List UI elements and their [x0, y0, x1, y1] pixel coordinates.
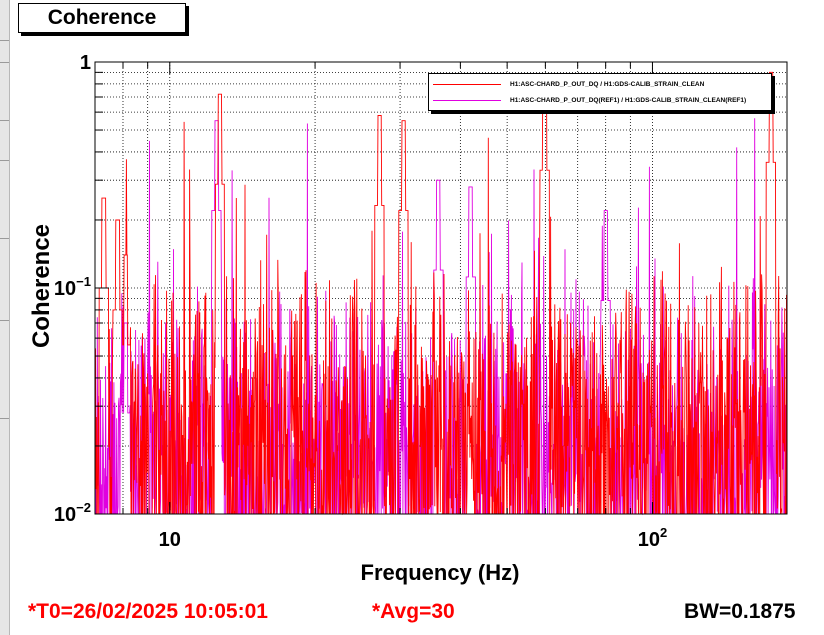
- strip-divider: [0, 418, 9, 419]
- strip-divider: [0, 40, 9, 41]
- y-tick-label: 1: [80, 52, 91, 74]
- plot-title-text: Coherence: [47, 6, 157, 29]
- x-axis-label: Frequency (Hz): [360, 560, 520, 585]
- legend: H1:ASC-CHARD_P_OUT_DQ / H1:GDS-CALIB_STR…: [428, 73, 772, 111]
- left-panel-strip: [0, 0, 10, 635]
- legend-entry-current: H1:ASC-CHARD_P_OUT_DQ / H1:GDS-CALIB_STR…: [433, 78, 704, 90]
- legend-label-current: H1:ASC-CHARD_P_OUT_DQ / H1:GDS-CALIB_STR…: [510, 80, 705, 88]
- y-tick-label: 10−1: [54, 274, 91, 300]
- x-tick-label: 102: [638, 525, 667, 551]
- legend-label-reference: H1:ASC-CHARD_P_OUT_DQ(REF1) / H1:GDS-CAL…: [510, 96, 747, 104]
- strip-divider: [0, 160, 9, 161]
- y-tick-label: 10−2: [54, 500, 91, 526]
- y-axis-label: Coherence: [28, 223, 55, 349]
- series-line-h1-asc-chard-p-out-dq-h1-gds-calib-strain-clean: [94, 71, 788, 516]
- footer-avg: *Avg=30: [372, 600, 455, 623]
- x-tick-label: 10: [159, 529, 181, 551]
- footer-t0: *T0=26/02/2025 10:05:01: [28, 600, 268, 623]
- footer-bw: BW=0.1875: [684, 600, 796, 623]
- strip-divider: [0, 320, 9, 321]
- strip-divider: [0, 238, 9, 239]
- legend-entry-reference: H1:ASC-CHARD_P_OUT_DQ(REF1) / H1:GDS-CAL…: [433, 94, 746, 106]
- strip-divider: [0, 120, 9, 121]
- plot-title: Coherence: [18, 3, 186, 33]
- legend-line-reference: [433, 99, 501, 101]
- legend-line-current: [433, 83, 501, 85]
- strip-divider: [0, 62, 9, 63]
